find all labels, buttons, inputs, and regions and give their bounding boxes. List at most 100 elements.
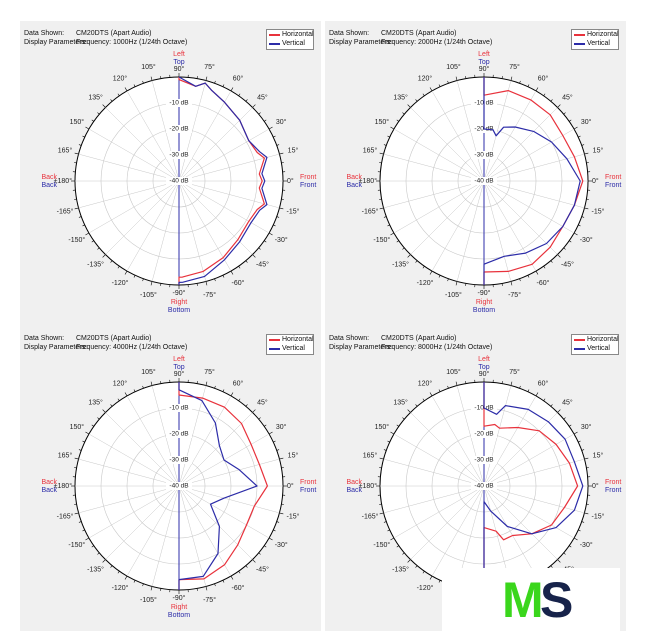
angle-tick xyxy=(258,417,261,420)
angle-tick xyxy=(527,275,530,278)
angle-tick xyxy=(150,381,153,386)
angle-tick xyxy=(133,389,136,392)
angle-label: 120° xyxy=(113,380,128,388)
angle-label: 60° xyxy=(233,380,244,388)
grid-spoke xyxy=(393,128,485,182)
grid-spoke xyxy=(178,395,232,487)
radial-label: -30 dB xyxy=(169,152,188,159)
legend: Horizontal Vertical xyxy=(266,334,314,355)
angle-label: -30° xyxy=(580,236,593,244)
grid-spoke xyxy=(393,180,485,234)
grid-spoke xyxy=(178,180,207,282)
radial-label-bg xyxy=(471,456,497,464)
grid-spoke xyxy=(105,485,180,560)
angle-tick xyxy=(396,424,399,427)
angle-tick xyxy=(74,512,79,515)
radial-label-bg xyxy=(166,151,192,159)
angle-tick xyxy=(415,404,418,407)
angle-tick xyxy=(569,545,572,548)
angle-tick xyxy=(387,224,390,227)
angle-tick xyxy=(91,424,94,427)
angle-label: 120° xyxy=(418,380,433,388)
radial-label-bg xyxy=(166,456,192,464)
angle-label: 45° xyxy=(257,93,268,101)
grid-spoke xyxy=(105,107,180,182)
grid-spoke xyxy=(410,485,485,560)
angle-tick xyxy=(584,207,589,210)
angle-tick xyxy=(214,583,216,587)
angle-tick xyxy=(230,87,234,92)
angle-tick xyxy=(264,545,267,548)
angle-tick xyxy=(238,93,241,96)
angle-label: 60° xyxy=(233,75,244,83)
angle-label: -150° xyxy=(373,236,390,244)
grid-spoke xyxy=(383,485,485,514)
grid-spoke xyxy=(151,485,180,587)
angle-label: -15° xyxy=(592,512,605,520)
angle-label: 75° xyxy=(509,63,520,71)
angle-label: 30° xyxy=(276,423,287,431)
angle-label: -60° xyxy=(537,279,550,287)
angle-tick xyxy=(238,398,241,401)
angle-tick xyxy=(510,281,513,286)
angle-label: -135° xyxy=(87,260,104,268)
series-line-horizontal xyxy=(483,77,584,285)
angle-label: ±180° xyxy=(359,177,378,185)
series-line-vertical xyxy=(483,382,584,590)
angle-tick xyxy=(390,537,395,541)
angle-tick xyxy=(581,449,585,451)
angle-tick xyxy=(407,254,411,258)
radial-label: -40 dB xyxy=(474,483,493,490)
angle-label: 60° xyxy=(538,75,549,83)
angle-tick xyxy=(222,275,225,278)
angle-tick xyxy=(245,404,248,407)
side-label-bottom: Bottom xyxy=(168,307,190,314)
angle-tick xyxy=(438,580,441,583)
angle-tick xyxy=(264,424,267,427)
data-shown-label: Data Shown: xyxy=(24,30,65,37)
angle-tick xyxy=(222,389,225,392)
data-shown-label: Data Shown: xyxy=(329,30,370,37)
angle-tick xyxy=(258,112,261,115)
grid-spoke xyxy=(151,180,180,282)
series-line-horizontal xyxy=(178,382,268,590)
radial-label-bg xyxy=(166,430,192,438)
series-line-vertical xyxy=(483,77,581,285)
angle-tick xyxy=(527,389,530,392)
grid-spoke xyxy=(178,180,280,209)
angle-tick xyxy=(252,409,256,413)
grid-spoke xyxy=(178,485,207,587)
angle-tick xyxy=(422,266,425,269)
data-shown-label: Data Shown: xyxy=(329,335,370,342)
side-label-back-h: Back xyxy=(346,174,362,181)
angle-tick xyxy=(205,381,208,386)
grid-spoke xyxy=(483,458,585,487)
grid-spoke xyxy=(410,412,485,487)
angle-label: 150° xyxy=(70,118,85,126)
angle-label: -75° xyxy=(203,291,216,299)
angle-label: -135° xyxy=(87,565,104,573)
grid-spoke xyxy=(105,412,180,487)
data-shown-label: Data Shown: xyxy=(24,335,65,342)
angle-tick xyxy=(78,521,82,523)
polar-panel-2000hz: 90° 75° 60° 45° 30° 15° 0° -15° -30° -45° -60° -75°… xyxy=(325,21,626,326)
grid-spoke xyxy=(88,485,180,539)
angle-tick xyxy=(91,545,94,548)
grid-spoke xyxy=(393,485,485,539)
side-label-front-h: Front xyxy=(300,174,316,181)
chart-header: Data Shown: CM20DTS (Apart Audio) Display… xyxy=(24,30,187,47)
angle-tick xyxy=(447,80,449,84)
side-label-back-h: Back xyxy=(41,479,57,486)
chart-header: Data Shown: CM20DTS (Apart Audio) Display… xyxy=(329,335,492,352)
angle-tick xyxy=(557,254,561,258)
angle-label: -15° xyxy=(287,512,300,520)
grid-spoke xyxy=(151,80,180,182)
angle-tick xyxy=(230,392,234,397)
angle-tick xyxy=(415,260,418,263)
angle-tick xyxy=(273,529,276,532)
angle-tick xyxy=(578,440,581,443)
side-label-right: Right xyxy=(171,299,187,306)
display-params-label: Display Parameters: xyxy=(24,38,88,46)
angle-label: -165° xyxy=(362,207,379,215)
angle-tick xyxy=(396,240,399,243)
